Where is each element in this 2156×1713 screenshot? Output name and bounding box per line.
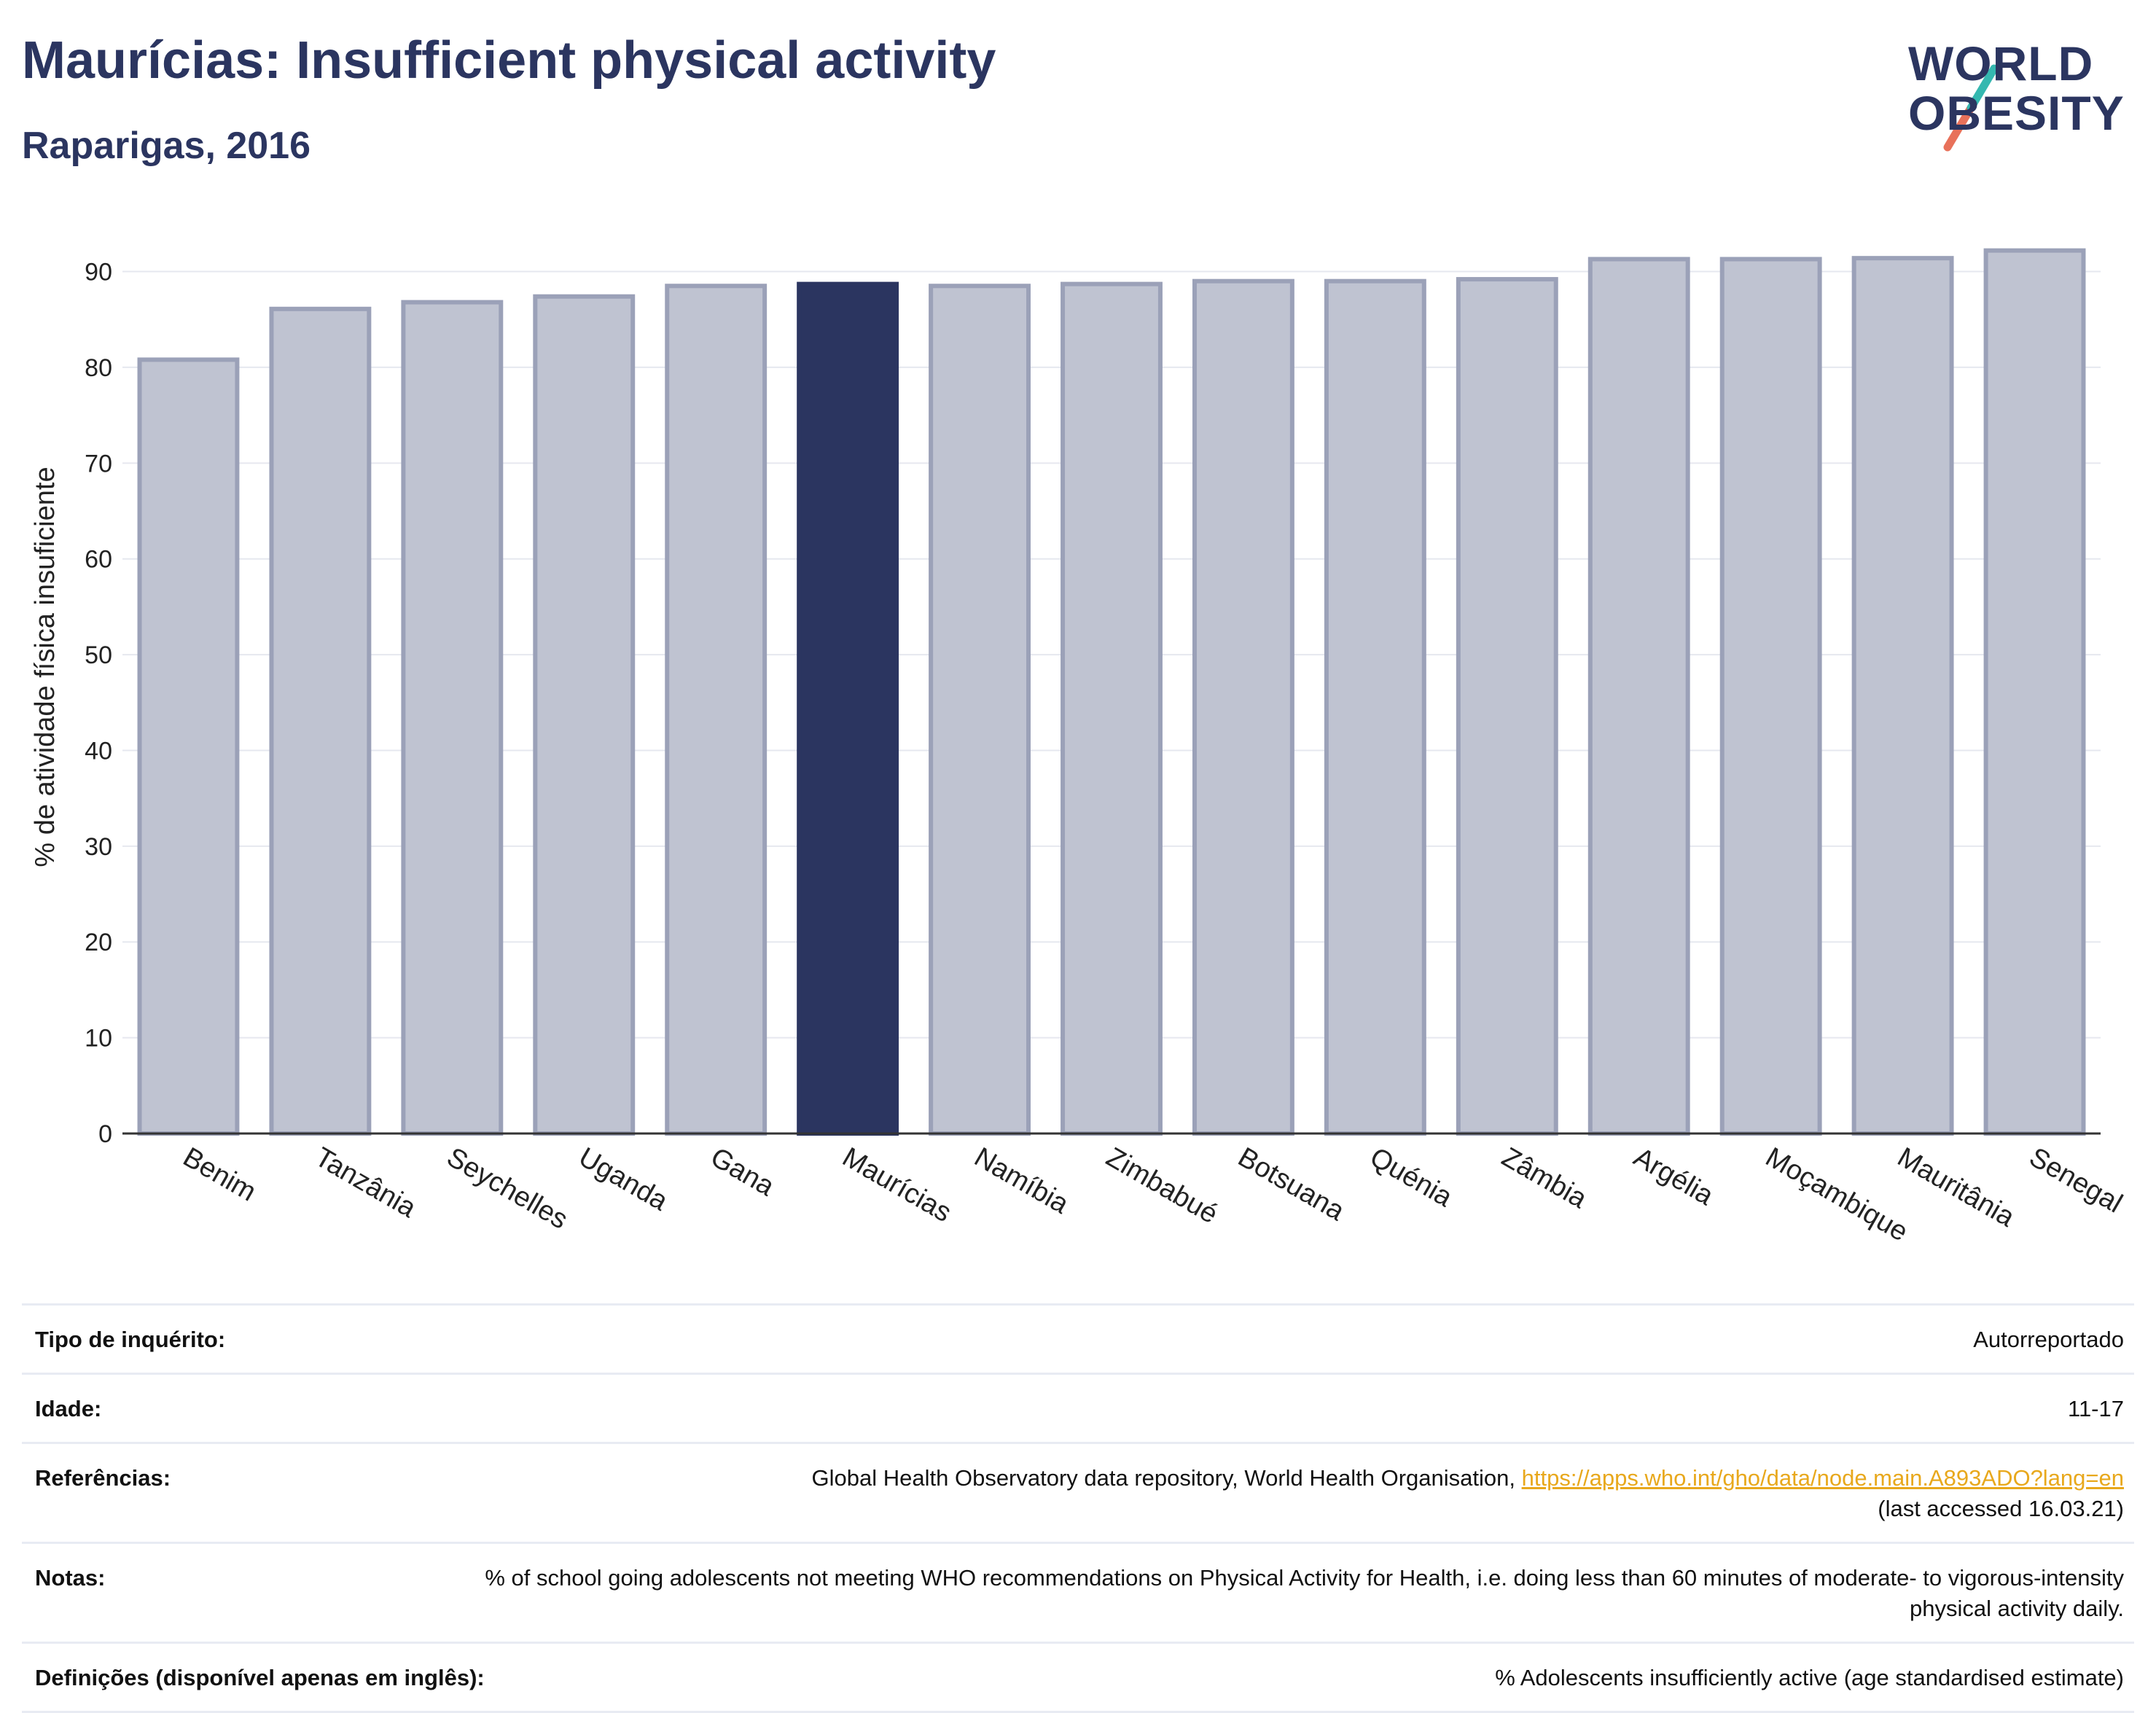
- info-value: Autorreportado: [1973, 1327, 2124, 1352]
- info-table: Tipo de inquérito: Autorreportado Idade:…: [22, 1303, 2134, 1713]
- info-row-survey-type: Tipo de inquérito: Autorreportado: [22, 1303, 2134, 1373]
- bar-chart: 0 10 20 30 40 50 60 70 80 90 Benim Tanzânia Seychell…: [30, 248, 2128, 1248]
- info-label: Referências:: [35, 1465, 171, 1491]
- info-label: Notas:: [35, 1565, 106, 1591]
- y-tick-label: 70: [85, 450, 112, 477]
- bar-0[interactable]: [137, 357, 240, 1136]
- bar-6[interactable]: [929, 284, 1031, 1136]
- x-tick-label: Seychelles: [442, 1142, 573, 1235]
- x-tick-label: Moçambique: [1760, 1142, 1913, 1247]
- y-tick-label: 80: [85, 354, 112, 382]
- bar-4[interactable]: [665, 284, 768, 1136]
- page-title: Maurícias: Insufficient physical activit…: [22, 31, 996, 90]
- y-tick-label: 10: [85, 1025, 112, 1053]
- bar-2[interactable]: [401, 300, 504, 1136]
- logo-text-world: WORLD: [1908, 36, 2094, 90]
- y-tick-label: 30: [85, 833, 112, 861]
- x-tick-label: Quénia: [1364, 1142, 1458, 1213]
- reference-link[interactable]: https://apps.who.int/gho/data/node.main.…: [1521, 1465, 2124, 1491]
- bar-14[interactable]: [1983, 248, 2086, 1136]
- y-tick-label: 50: [85, 641, 112, 669]
- reference-accessed: (last accessed 16.03.21): [1878, 1496, 2124, 1521]
- info-value-references: Global Health Observatory data repositor…: [812, 1463, 2124, 1524]
- bar-7[interactable]: [1061, 281, 1163, 1136]
- bar-9[interactable]: [1324, 278, 1426, 1136]
- info-value: % of school going adolescents not meetin…: [485, 1565, 2124, 1621]
- x-tick-label: Benim: [178, 1142, 261, 1207]
- page-subtitle: Raparigas, 2016: [22, 125, 311, 167]
- x-tick-label: Namíbia: [969, 1142, 1074, 1220]
- y-tick-label: 40: [85, 737, 112, 765]
- x-tick-label: Argélia: [1628, 1142, 1719, 1211]
- y-tick-label: 20: [85, 929, 112, 956]
- y-axis-label: % de atividade física insuficiente: [30, 467, 60, 867]
- info-value: 11-17: [2068, 1396, 2124, 1421]
- bar-1[interactable]: [269, 306, 372, 1136]
- x-tick-label: Botsuana: [1233, 1142, 1350, 1227]
- bar-12[interactable]: [1719, 257, 1822, 1136]
- bar-11[interactable]: [1587, 257, 1690, 1136]
- info-label: Definições (disponível apenas em inglês)…: [35, 1665, 485, 1690]
- info-label: Tipo de inquérito:: [35, 1327, 226, 1352]
- x-tick-label: Senegal: [2024, 1142, 2128, 1219]
- x-tick-label: Zâmbia: [1496, 1142, 1592, 1214]
- bar-5[interactable]: [797, 281, 899, 1136]
- x-tick-label: Tanzânia: [310, 1142, 421, 1224]
- bar-13[interactable]: [1851, 256, 1954, 1136]
- world-obesity-logo: WORLD OBESITY: [1895, 29, 2136, 153]
- x-tick-label: Gana: [706, 1142, 780, 1202]
- x-tick-label: Maurícias: [837, 1142, 957, 1228]
- info-row-notes: Notas: % of school going adolescents not…: [22, 1542, 2134, 1642]
- x-tick-label: Zimbabué: [1101, 1142, 1223, 1230]
- bar-8[interactable]: [1192, 278, 1294, 1136]
- info-row-age: Idade: 11-17: [22, 1373, 2134, 1442]
- bars: [137, 248, 2086, 1136]
- info-row-definitions: Definições (disponível apenas em inglês)…: [22, 1642, 2134, 1713]
- bar-10[interactable]: [1456, 277, 1558, 1136]
- logo-text-obesity: OBESITY: [1908, 86, 2125, 140]
- info-value: % Adolescents insufficiently active (age…: [1495, 1665, 2124, 1690]
- x-tick-label: Uganda: [574, 1142, 673, 1217]
- info-row-references: Referências: Global Health Observatory d…: [22, 1442, 2134, 1542]
- y-tick-label: 90: [85, 259, 112, 286]
- reference-text: Global Health Observatory data repositor…: [811, 1465, 1522, 1491]
- y-tick-label: 0: [98, 1120, 112, 1148]
- bar-3[interactable]: [533, 294, 636, 1136]
- logo-slash-icon: [1943, 64, 1999, 152]
- info-label: Idade:: [35, 1396, 102, 1421]
- y-tick-label: 60: [85, 546, 112, 574]
